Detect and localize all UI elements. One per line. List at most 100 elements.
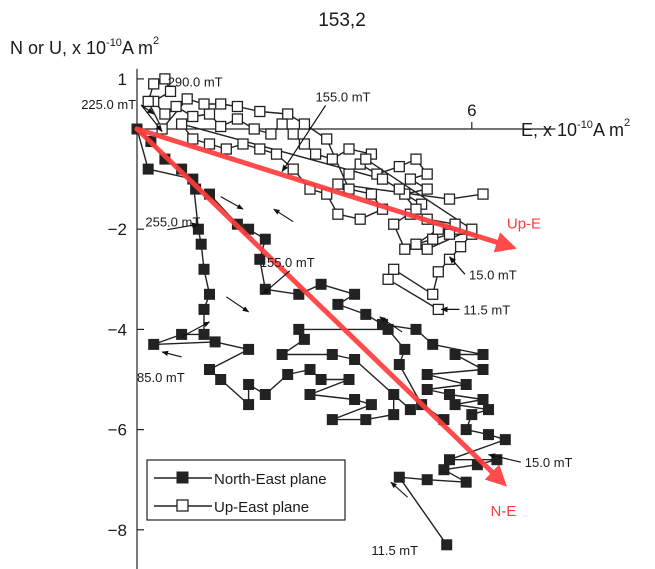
north-east-point bbox=[293, 323, 305, 335]
up-east-point bbox=[254, 105, 266, 118]
north-east-point bbox=[304, 389, 316, 400]
north-east-point bbox=[477, 364, 489, 375]
north-east-point bbox=[282, 369, 294, 380]
x-axis-label-main: E, x 10 bbox=[521, 120, 577, 140]
field-step-label: 225.0 mT bbox=[81, 97, 136, 112]
up-east-point bbox=[399, 243, 411, 255]
up-east-point bbox=[142, 95, 154, 108]
north-east-point bbox=[343, 374, 355, 385]
north-east-point bbox=[349, 288, 361, 300]
north-east-point bbox=[254, 253, 266, 265]
up-east-point bbox=[187, 110, 199, 123]
north-east-point bbox=[315, 278, 327, 290]
north-east-point bbox=[404, 404, 416, 416]
north-east-point bbox=[483, 429, 494, 441]
up-east-point bbox=[237, 138, 249, 150]
north-east-point bbox=[198, 328, 210, 340]
up-east-point bbox=[421, 168, 433, 180]
field-step-label: 11.5 mT bbox=[371, 543, 418, 558]
legend-ne-marker bbox=[176, 471, 189, 484]
direction-arrow bbox=[220, 196, 244, 210]
north-east-point bbox=[243, 399, 255, 411]
up-east-point bbox=[215, 98, 227, 110]
y-axis-label-unit-exp: 2 bbox=[153, 35, 159, 47]
north-east-point bbox=[499, 434, 511, 446]
up-east-point bbox=[332, 208, 344, 220]
north-east-point bbox=[421, 384, 433, 395]
up-east-point bbox=[215, 120, 227, 133]
annotation-arrow bbox=[281, 105, 327, 173]
up-east-point bbox=[427, 288, 439, 300]
ticks: 1 −2 −4 −6 −8 6 bbox=[108, 70, 477, 540]
up-east-point bbox=[231, 113, 244, 125]
north-east-point bbox=[293, 288, 305, 300]
legend: North-East plane Up-East plane bbox=[146, 459, 346, 521]
up-east-point bbox=[332, 178, 344, 190]
north-east-point bbox=[449, 349, 461, 360]
up-east-point bbox=[360, 153, 372, 165]
up-east-point bbox=[432, 266, 444, 278]
north-east-point bbox=[441, 539, 453, 551]
north-east-point bbox=[349, 394, 361, 405]
y-tick-label: 1 bbox=[118, 70, 127, 89]
north-east-point bbox=[460, 379, 472, 390]
north-east-point bbox=[393, 359, 405, 370]
north-east-point bbox=[326, 414, 338, 426]
up-east-point bbox=[148, 78, 160, 90]
north-east-point bbox=[360, 308, 372, 320]
up-east-point bbox=[410, 153, 422, 165]
chart-title: 153,2 bbox=[318, 10, 366, 31]
north-east-point bbox=[204, 288, 215, 300]
up-e-fit-line bbox=[134, 126, 517, 253]
y-axis-label-unit: A m bbox=[122, 38, 153, 58]
up-east-point bbox=[170, 100, 182, 113]
direction-arrows bbox=[161, 196, 408, 498]
annotation-arrow bbox=[167, 222, 200, 231]
annotation-arrow bbox=[140, 104, 163, 133]
direction-arrow bbox=[225, 296, 250, 313]
annotations: 290.0 mT 225.0 mT 155.0 mT 255.0 mT 155.0 mT… bbox=[81, 74, 572, 557]
north-east-point bbox=[449, 399, 461, 411]
annotation-arrow bbox=[449, 256, 466, 275]
up-east-point bbox=[175, 118, 188, 130]
up-east-point bbox=[343, 168, 355, 180]
up-east-point bbox=[298, 138, 311, 150]
up-east-point bbox=[443, 253, 456, 265]
up-east-point bbox=[388, 218, 400, 230]
up-east-point bbox=[159, 108, 171, 120]
field-step-label: 85.0 mT bbox=[137, 370, 185, 385]
north-east-point bbox=[198, 303, 210, 315]
north-east-point bbox=[259, 233, 271, 245]
up-east-point bbox=[203, 108, 216, 120]
up-east-point bbox=[382, 273, 394, 285]
north-east-point bbox=[298, 333, 310, 345]
up-east-point bbox=[159, 73, 171, 85]
north-east-point bbox=[365, 399, 377, 411]
up-east-point bbox=[270, 148, 283, 160]
north-east-point bbox=[410, 323, 422, 335]
north-east-point bbox=[360, 414, 372, 426]
x-axis-label-unit: A m bbox=[593, 120, 624, 140]
north-east-point bbox=[421, 474, 433, 486]
north-east-point bbox=[438, 464, 450, 476]
annotation-arrow bbox=[140, 104, 155, 115]
field-step-label: 11.5 mT bbox=[463, 302, 510, 317]
north-east-point bbox=[259, 389, 271, 400]
up-east-point bbox=[220, 143, 232, 155]
up-east-point bbox=[248, 123, 260, 135]
direction-arrow bbox=[273, 208, 294, 223]
north-east-point bbox=[388, 389, 400, 400]
up-east-point bbox=[287, 128, 299, 140]
north-east-point bbox=[209, 336, 221, 348]
north-east-point bbox=[444, 389, 455, 400]
up-east-point bbox=[343, 143, 355, 155]
field-step-label: 290.0 mT bbox=[168, 74, 223, 89]
up-east-point bbox=[187, 133, 199, 145]
north-east-point bbox=[477, 349, 489, 360]
up-east-point bbox=[321, 133, 333, 145]
legend-ue-label: Up-East plane bbox=[214, 499, 309, 516]
field-step-label: 155.0 mT bbox=[316, 89, 371, 104]
up-east-point bbox=[410, 238, 422, 250]
up-east-point bbox=[198, 98, 210, 110]
